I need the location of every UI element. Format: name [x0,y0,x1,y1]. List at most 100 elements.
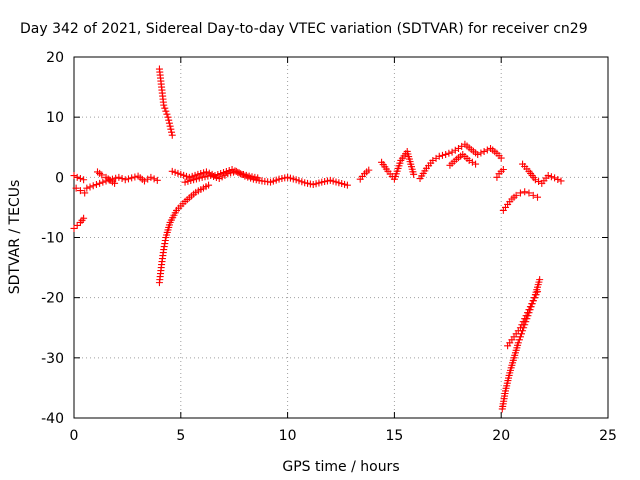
data-point-marker [160,101,168,109]
data-point-marker [521,315,529,323]
y-tick-label: 10 [46,110,64,126]
y-tick-label: -10 [41,231,64,247]
data-point-marker [524,309,532,317]
y-tick-label: -30 [41,351,64,367]
data-point-marker [89,182,97,190]
data-point-marker [81,189,89,197]
chart-title: Day 342 of 2021, Sidereal Day-to-day VTE… [20,21,588,37]
x-tick-label: 25 [599,428,617,444]
data-point-marker [76,187,84,195]
data-point-marker [128,174,136,182]
x-tick-labels: 0 5 10 15 20 25 [70,428,617,444]
data-point-marker [410,170,418,178]
data-point-marker [118,175,126,183]
data-point-marker [534,193,542,201]
data-point-marker [445,149,453,157]
data-point-marker [451,146,459,154]
y-tick-label: -40 [41,411,64,427]
data-point-marker [121,176,129,184]
data-point-marker [472,160,480,168]
data-point-marker [525,306,533,314]
data-point-marker [205,181,213,189]
data-point-marker [124,175,132,183]
data-point-marker [448,148,456,156]
data-point-marker [512,191,520,199]
data-point-marker [83,184,91,192]
data-point-marker [531,294,539,302]
data-point-marker [518,321,526,329]
x-tick-label: 10 [279,428,297,444]
data-point-marker [73,173,81,181]
data-point-marker [96,179,104,187]
data-point-marker [514,339,522,347]
y-axis-label: SDTVAR / TECUs [7,180,23,295]
data-point-marker [164,113,172,121]
data-point-marker [522,312,530,320]
data-point-marker [534,288,542,296]
data-point-marker [111,179,119,187]
data-point-marker [516,333,524,341]
data-point-marker [168,128,176,136]
y-tick-labels: 20 10 0 -10 -20 -30 -40 [41,50,64,427]
data-point-marker [521,188,529,196]
y-tick-label: 0 [55,170,64,186]
data-point-marker [80,176,88,184]
data-point-marker [76,175,84,183]
data-point-marker [343,181,351,189]
data-point-marker [153,176,161,184]
data-point-marker [150,175,158,183]
data-point-marker [161,104,169,112]
data-point-marker [480,147,488,155]
data-point-marker [131,173,139,181]
data-point-marker [516,324,524,332]
data-point-marker [168,131,176,139]
x-tick-label: 20 [492,428,510,444]
data-point-marker [115,173,123,181]
data-point-marker [163,110,171,118]
data-point-marker [532,291,540,299]
x-tick-label: 0 [70,428,79,444]
data-point-marker [442,150,450,158]
plot-frame [73,56,609,419]
x-tick-label: 15 [385,428,403,444]
data-point-marker [165,119,173,127]
data-point-marker [92,181,100,189]
data-point-marker [544,172,552,180]
data-point-marker [73,221,81,229]
data-point-marker [167,125,175,133]
data-point-marker [529,191,537,199]
data-point-marker [499,166,507,174]
data-point-marker [557,177,565,185]
data-point-marker [70,224,78,232]
data-point-marker [72,184,80,192]
data-point-marker [529,297,537,305]
data-point-marker [98,171,106,179]
data-point-marker [80,214,88,222]
data-point-marker [165,116,173,124]
data-point-marker [535,178,543,186]
data-point-marker [166,122,174,130]
data-point-marker [70,172,78,180]
data-point-marker [519,318,527,326]
data-point-marker [144,175,152,183]
data-point-marker [112,174,120,182]
data-point-marker [474,150,482,158]
data-point-marker [477,149,485,157]
data-point-marker [147,173,155,181]
y-tick-label: -20 [41,291,64,307]
data-point-marker [515,336,523,344]
data-point-marker [435,152,443,160]
data-point-marker [99,178,107,186]
x-tick-label: 5 [176,428,185,444]
data-point-marker [86,183,94,191]
data-point-marker [551,174,559,182]
data-point-marker [365,166,373,174]
data-point-marker [493,173,501,181]
data-point-marker [525,189,533,197]
data-series-sdtvar [70,65,565,413]
data-point-marker [438,151,446,159]
data-point-marker [554,175,562,183]
data-point-marker [162,107,170,115]
data-point-marker [468,158,476,166]
